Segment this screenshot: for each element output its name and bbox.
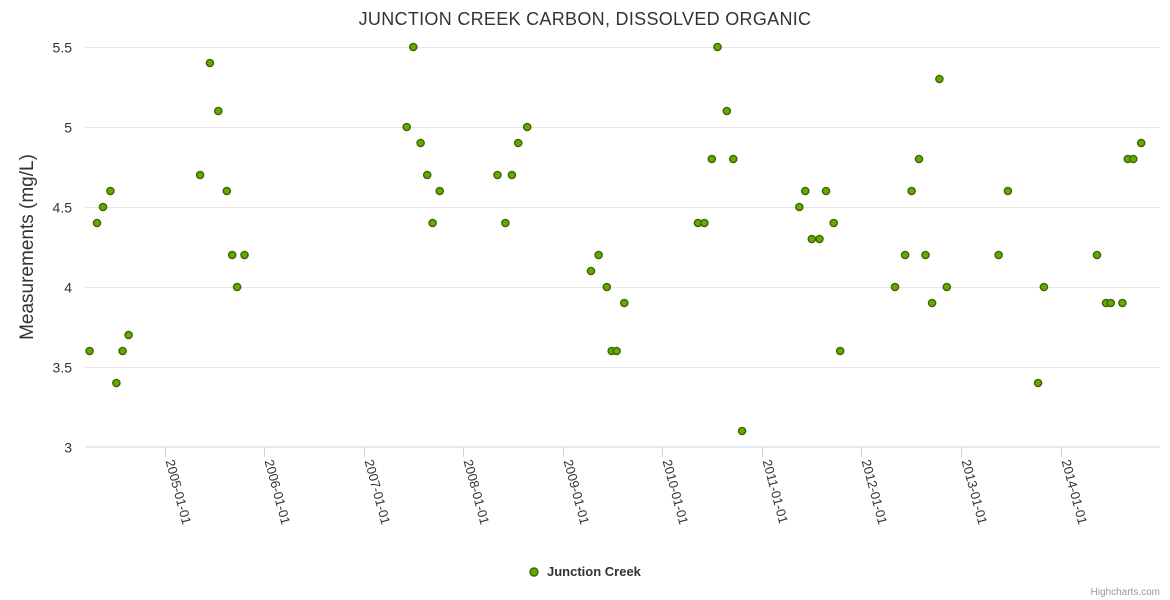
- data-point[interactable]: [240, 250, 249, 260]
- data-point[interactable]: [594, 250, 603, 260]
- data-point[interactable]: [195, 170, 205, 180]
- y-tick-label: 3.5: [53, 360, 73, 376]
- chart-title: JUNCTION CREEK CARBON, DISSOLVED ORGANIC: [359, 9, 812, 29]
- data-point[interactable]: [586, 266, 596, 276]
- data-point[interactable]: [402, 122, 412, 132]
- data-point[interactable]: [112, 378, 121, 388]
- data-point[interactable]: [501, 218, 510, 228]
- data-point[interactable]: [98, 202, 108, 212]
- data-point[interactable]: [493, 170, 502, 180]
- y-tick-label: 4: [64, 280, 72, 296]
- y-grid: [85, 47, 1160, 368]
- y-tick-label: 4.5: [53, 200, 73, 216]
- data-point[interactable]: [707, 154, 717, 164]
- data-point[interactable]: [1039, 282, 1049, 292]
- data-point[interactable]: [205, 58, 215, 68]
- data-point[interactable]: [124, 330, 133, 340]
- data-point[interactable]: [227, 250, 237, 260]
- data-point[interactable]: [795, 202, 804, 212]
- data-point[interactable]: [428, 218, 437, 228]
- data-point[interactable]: [118, 346, 127, 356]
- data-point[interactable]: [213, 106, 223, 116]
- legend[interactable]: Junction Creek: [529, 564, 642, 579]
- data-point[interactable]: [522, 122, 532, 132]
- legend-marker[interactable]: [529, 567, 539, 577]
- data-point[interactable]: [408, 42, 418, 52]
- data-point[interactable]: [914, 154, 924, 164]
- data-point[interactable]: [222, 186, 232, 196]
- data-point[interactable]: [106, 186, 115, 196]
- data-point[interactable]: [815, 234, 824, 244]
- data-point[interactable]: [722, 106, 732, 116]
- data-point[interactable]: [1118, 298, 1127, 308]
- data-point[interactable]: [737, 426, 747, 436]
- data-point[interactable]: [713, 42, 722, 52]
- data-point[interactable]: [1003, 186, 1013, 196]
- data-point[interactable]: [942, 282, 952, 292]
- data-point[interactable]: [890, 282, 900, 292]
- data-point[interactable]: [602, 282, 612, 292]
- y-tick-labels: 3 3.5 4 4.5 5 5.5: [53, 40, 73, 456]
- data-point[interactable]: [907, 186, 916, 196]
- data-point[interactable]: [1129, 154, 1138, 164]
- data-point[interactable]: [921, 250, 930, 260]
- data-point[interactable]: [729, 154, 738, 164]
- y-tick-label: 5: [64, 120, 72, 136]
- data-point[interactable]: [435, 186, 445, 196]
- data-point[interactable]: [700, 218, 709, 228]
- credits-link[interactable]: Highcharts.com: [1091, 587, 1160, 598]
- data-point[interactable]: [232, 282, 242, 292]
- data-point[interactable]: [829, 218, 839, 228]
- data-point[interactable]: [927, 298, 937, 308]
- data-point[interactable]: [85, 346, 94, 356]
- data-point[interactable]: [835, 346, 845, 356]
- data-point[interactable]: [422, 170, 432, 180]
- y-tick-label: 3: [64, 440, 72, 456]
- data-point[interactable]: [1136, 138, 1146, 148]
- data-point[interactable]: [620, 298, 629, 308]
- data-point[interactable]: [92, 218, 102, 228]
- series-points: [85, 42, 1146, 436]
- data-point[interactable]: [994, 250, 1003, 260]
- data-point[interactable]: [1033, 378, 1043, 388]
- data-point[interactable]: [1092, 250, 1102, 260]
- data-point[interactable]: [513, 138, 523, 148]
- data-point[interactable]: [821, 186, 831, 196]
- y-tick-label: 5.5: [53, 40, 73, 56]
- y-axis-title: Measurements (mg/L): [17, 154, 38, 340]
- data-point[interactable]: [416, 138, 425, 148]
- data-point[interactable]: [507, 170, 517, 180]
- data-point[interactable]: [807, 234, 817, 244]
- legend-label[interactable]: Junction Creek: [547, 564, 642, 579]
- data-point[interactable]: [1106, 298, 1115, 308]
- data-point[interactable]: [612, 346, 621, 356]
- data-point[interactable]: [801, 186, 810, 196]
- data-point[interactable]: [900, 250, 910, 260]
- data-point[interactable]: [935, 74, 944, 84]
